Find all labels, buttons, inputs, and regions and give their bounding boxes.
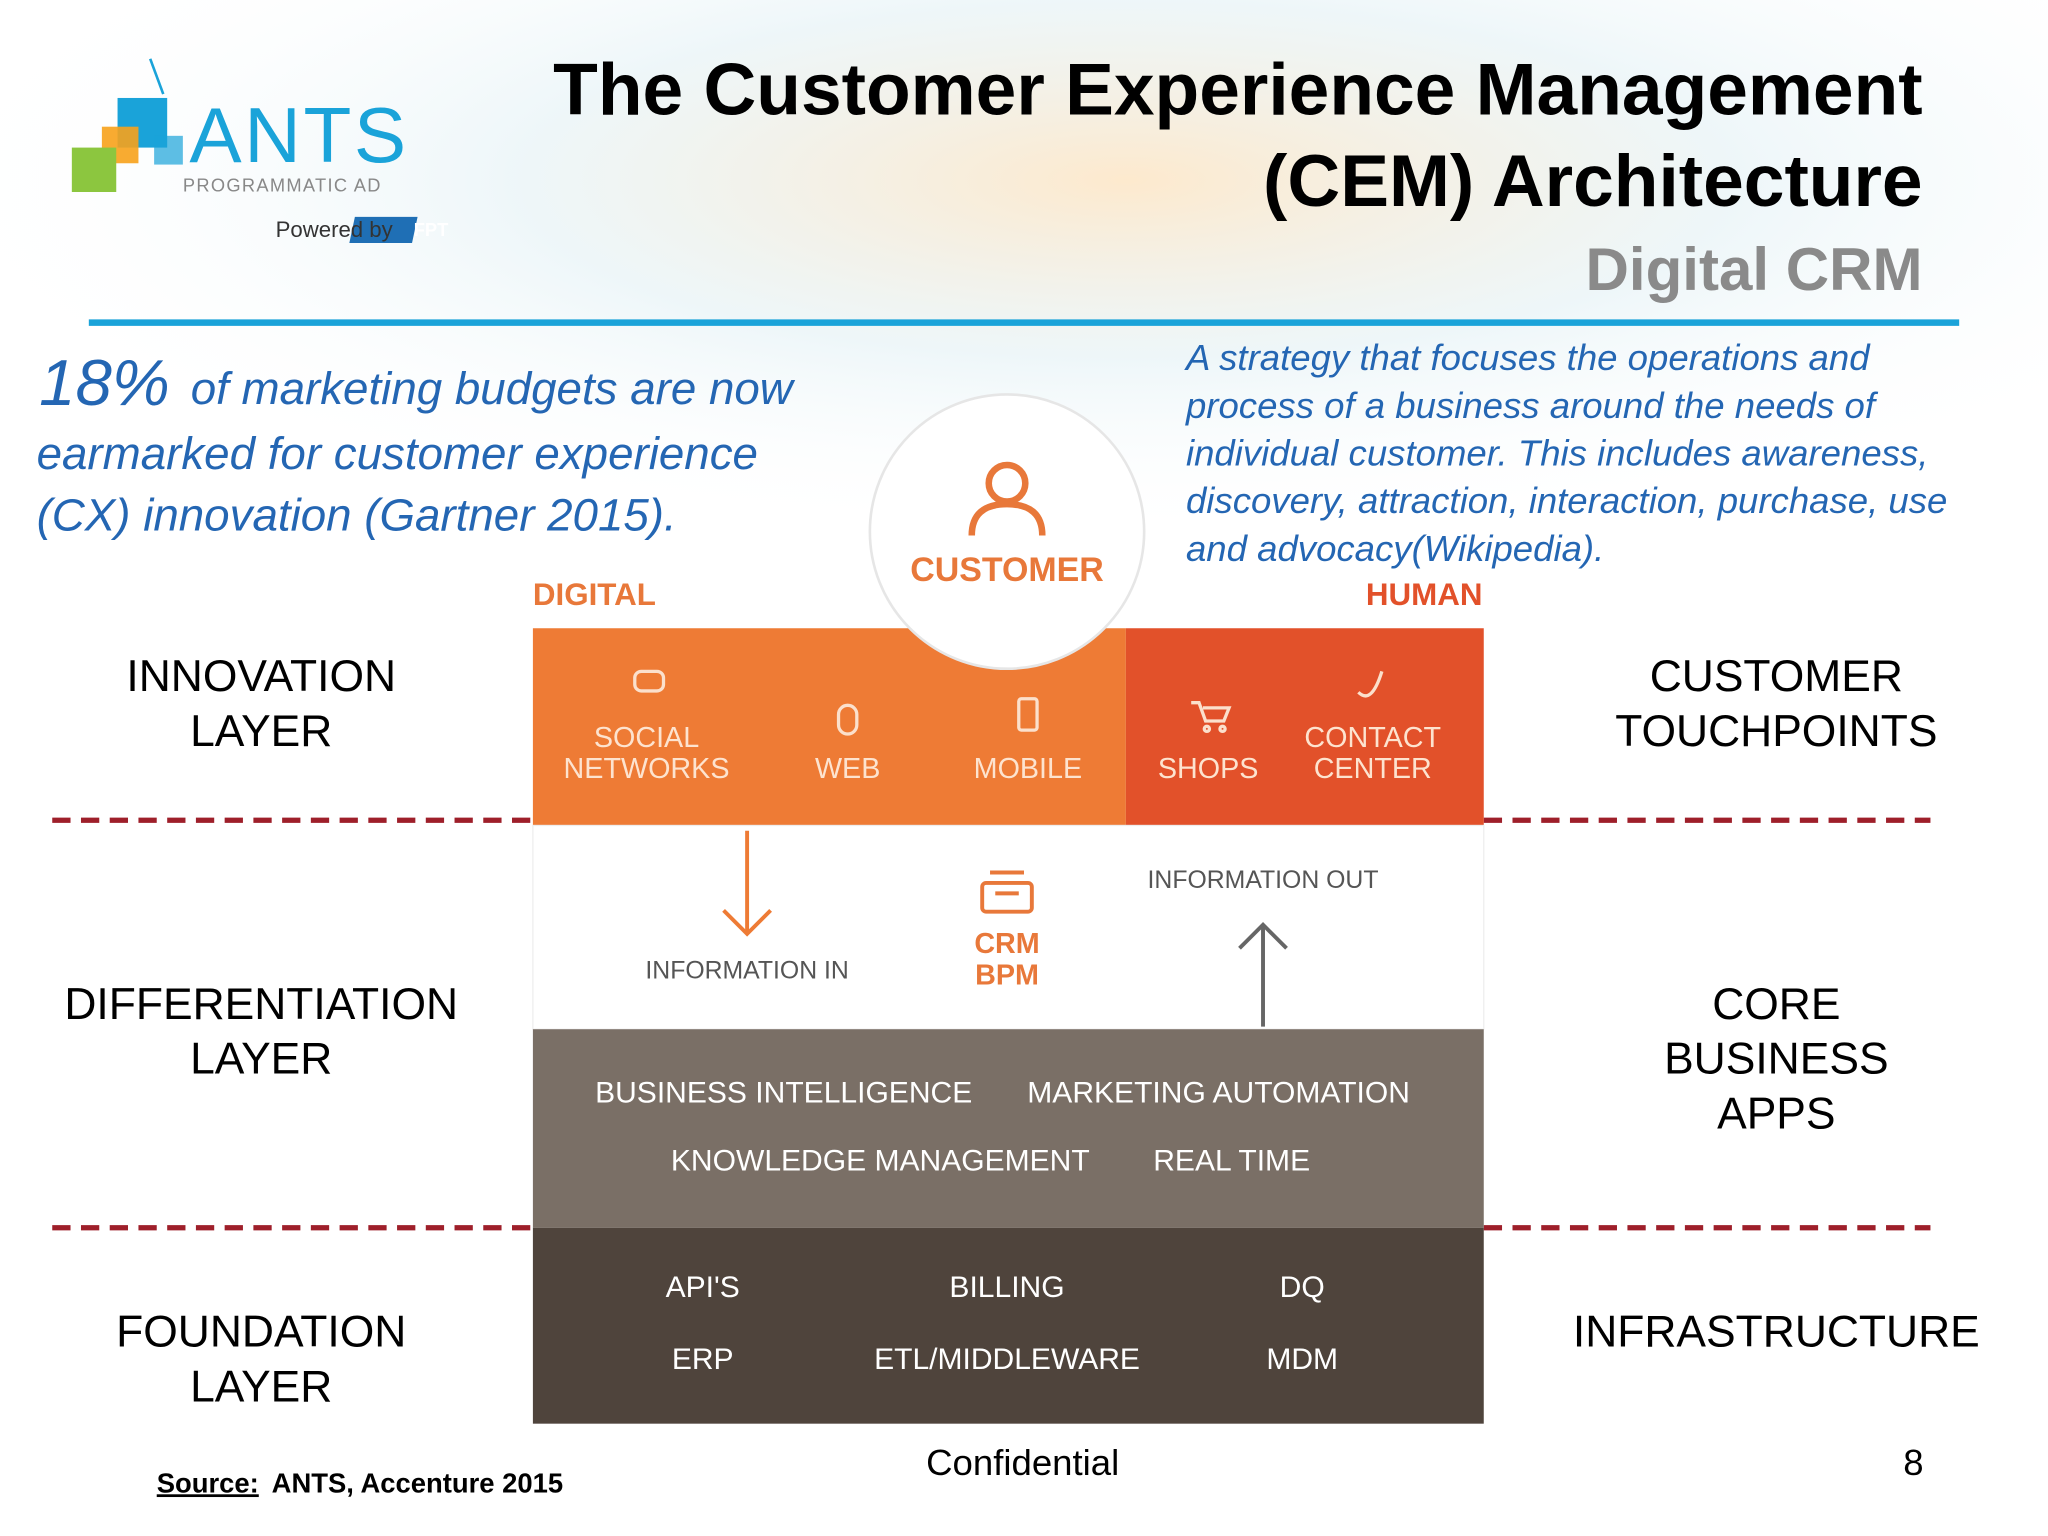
crm-label: CRM xyxy=(974,928,1039,960)
definition-line: individual customer. This includes aware… xyxy=(1186,432,1928,473)
layer-left-label: LAYER xyxy=(190,707,332,756)
layer-right-label: CORE xyxy=(1712,980,1840,1029)
definition-line: discovery, attraction, interaction, purc… xyxy=(1186,480,1947,521)
layer-left-label: LAYER xyxy=(190,1362,332,1411)
layer-left-label: FOUNDATION xyxy=(116,1308,406,1357)
logo-tagline: PROGRAMMATIC AD xyxy=(183,175,382,196)
logo-partner: FPT xyxy=(414,219,449,240)
foundation-label: API'S xyxy=(666,1271,740,1304)
source-text: ANTS, Accenture 2015 xyxy=(272,1467,563,1498)
core-label: REAL TIME xyxy=(1153,1144,1310,1177)
crm-label: BPM xyxy=(975,960,1039,992)
foundation-label: BILLING xyxy=(949,1271,1064,1304)
layer-right-label: TOUCHPOINTS xyxy=(1615,707,1937,756)
core-label: KNOWLEDGE MANAGEMENT xyxy=(671,1144,1090,1177)
layer-right-label: CUSTOMER xyxy=(1650,652,1903,701)
foundation-label: ETL/MIDDLEWARE xyxy=(874,1343,1140,1376)
foundation-band xyxy=(532,1227,1484,1424)
core-band xyxy=(532,1029,1484,1228)
source-label: Source: xyxy=(157,1467,259,1498)
title-line: The Customer Experience Management xyxy=(553,50,1922,131)
layer-left-label: LAYER xyxy=(190,1035,332,1084)
information-in-label: INFORMATION IN xyxy=(645,957,848,984)
crm-icon xyxy=(980,870,1034,914)
definition-line: and advocacy(Wikipedia). xyxy=(1186,528,1604,569)
logo-mark xyxy=(71,58,183,192)
layer-right-label: APPS xyxy=(1717,1089,1835,1138)
touchpoint-label: CENTER xyxy=(1314,753,1432,785)
touchpoint-label: CONTACT xyxy=(1304,722,1441,754)
stat-text: of marketing budgets are now xyxy=(191,363,796,414)
subtitle: Digital CRM xyxy=(1586,236,1923,303)
layer-right-label: BUSINESS xyxy=(1664,1035,1889,1084)
crm-band xyxy=(532,824,1485,1030)
customer-icon xyxy=(968,461,1046,536)
definition-line: process of a business around the needs o… xyxy=(1185,385,1879,426)
customer-circle xyxy=(868,393,1146,671)
information-out-label: INFORMATION OUT xyxy=(1148,867,1379,894)
layer-right-label: INFRASTRUCTURE xyxy=(1573,1308,1980,1357)
touchpoint-label: SHOPS xyxy=(1158,753,1259,785)
human-label: HUMAN xyxy=(1366,577,1483,612)
information-out-arrow xyxy=(1238,921,1288,1027)
customer-label: CUSTOMER xyxy=(910,551,1104,589)
foundation-label: MDM xyxy=(1266,1343,1338,1376)
core-label: BUSINESS INTELLIGENCE xyxy=(595,1076,972,1109)
logo-powered-by: Powered by xyxy=(276,217,394,242)
stat-text: earmarked for customer experience xyxy=(37,428,758,479)
touchpoint-label: MOBILE xyxy=(974,753,1083,785)
title-line: (CEM) Architecture xyxy=(1263,141,1923,222)
touchpoint-label: WEB xyxy=(815,753,880,785)
page-number: 8 xyxy=(1903,1442,1923,1483)
core-label: MARKETING AUTOMATION xyxy=(1027,1076,1410,1109)
digital-label: DIGITAL xyxy=(533,577,656,612)
human-band xyxy=(1125,628,1484,826)
touchpoint-label: SOCIAL xyxy=(594,722,699,754)
layer-left-label: INNOVATION xyxy=(126,652,396,701)
foundation-label: DQ xyxy=(1280,1271,1325,1304)
stat-figure: 18% xyxy=(39,346,170,419)
information-in-arrow xyxy=(722,830,772,937)
layer-left-label: DIFFERENTIATION xyxy=(64,980,458,1029)
stat-text: (CX) innovation (Gartner 2015). xyxy=(37,490,677,541)
touchpoint-icons xyxy=(633,669,1384,736)
definition-line: A strategy that focuses the operations a… xyxy=(1184,337,1871,378)
confidential: Confidential xyxy=(926,1442,1119,1483)
layer-separators xyxy=(52,817,1931,1231)
partner-badge xyxy=(349,216,418,243)
touchpoint-label: NETWORKS xyxy=(564,753,730,785)
foundation-label: ERP xyxy=(672,1343,734,1376)
logo-name: ANTS xyxy=(189,91,408,179)
